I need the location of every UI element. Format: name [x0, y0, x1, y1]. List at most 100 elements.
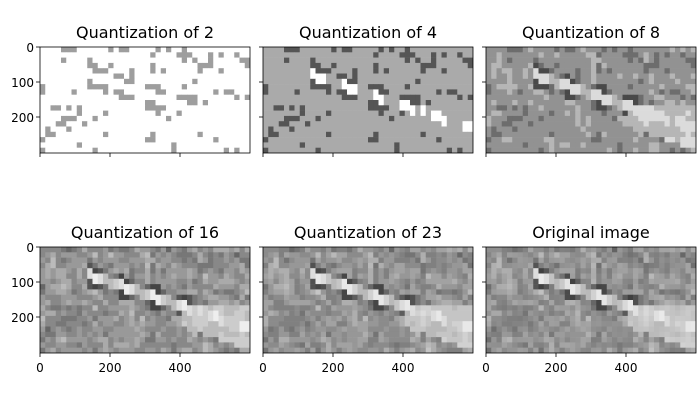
pixel	[585, 305, 592, 311]
pixel	[310, 89, 316, 95]
pixel	[601, 273, 608, 280]
pixel	[66, 310, 72, 317]
pixel	[675, 337, 681, 343]
pixel	[638, 142, 644, 148]
pixel	[263, 110, 269, 117]
pixel	[87, 284, 93, 290]
pixel	[341, 289, 348, 295]
pixel	[533, 94, 539, 101]
pixel	[118, 310, 125, 317]
pixel	[124, 110, 130, 117]
pixel	[45, 300, 51, 306]
pixel	[549, 262, 555, 269]
pixel	[486, 268, 492, 274]
pixel	[166, 347, 172, 353]
pixel	[352, 321, 358, 327]
pixel	[452, 284, 458, 290]
pixel	[347, 89, 353, 95]
pixel	[244, 142, 250, 148]
pixel	[580, 247, 587, 253]
pixel	[559, 315, 566, 322]
pixel	[533, 68, 539, 74]
pixel	[118, 115, 125, 122]
pixel	[680, 289, 686, 295]
pixel	[187, 84, 193, 90]
pixel	[331, 315, 337, 322]
pixel	[373, 115, 379, 122]
pixel	[176, 121, 183, 127]
pixel	[208, 342, 214, 348]
pixel	[192, 310, 198, 317]
pixel	[103, 62, 109, 69]
pixel	[263, 262, 269, 269]
pixel	[654, 268, 660, 274]
pixel	[134, 305, 141, 311]
pixel	[87, 342, 93, 348]
pixel	[528, 268, 534, 274]
pixel	[223, 262, 230, 269]
pixel	[326, 331, 332, 338]
pixel	[491, 142, 497, 148]
pixel	[441, 121, 448, 127]
pixel	[622, 273, 629, 280]
pixel	[559, 131, 566, 138]
pixel	[528, 321, 534, 327]
pixel	[486, 142, 492, 148]
pixel	[263, 321, 269, 327]
pixel	[310, 252, 316, 258]
pixel	[208, 252, 214, 258]
pixel	[575, 315, 581, 322]
pixel	[113, 268, 120, 274]
pixel	[420, 147, 427, 153]
pixel	[87, 289, 93, 295]
pixel	[155, 273, 162, 280]
pixel	[575, 137, 581, 143]
pixel	[139, 347, 146, 353]
pixel	[320, 268, 327, 274]
pixel	[533, 310, 539, 317]
pixel	[394, 110, 400, 117]
pixel	[512, 100, 518, 106]
pixel	[55, 142, 62, 148]
pixel	[129, 131, 135, 138]
pixel	[633, 321, 639, 327]
pixel	[331, 284, 337, 290]
pixel	[263, 347, 269, 353]
pixel	[273, 142, 280, 148]
pixel	[50, 105, 57, 111]
pixel	[669, 110, 676, 117]
pixel	[575, 268, 581, 274]
pixel	[357, 262, 364, 269]
pixel	[368, 342, 374, 348]
pixel	[496, 289, 503, 295]
pixel	[278, 126, 285, 133]
pixel	[559, 331, 566, 338]
pixel	[606, 110, 613, 117]
pixel	[223, 305, 230, 311]
pixel	[373, 294, 379, 301]
pixel	[341, 84, 348, 90]
pixel	[659, 78, 665, 85]
pixel	[331, 294, 337, 301]
pixel	[278, 268, 285, 274]
pixel	[150, 347, 156, 353]
pixel	[71, 147, 78, 153]
pixel	[294, 273, 301, 280]
pixel	[486, 68, 492, 74]
pixel	[559, 115, 566, 122]
pixel	[278, 247, 285, 253]
pixel	[208, 73, 214, 80]
pixel	[512, 315, 518, 322]
pixel	[202, 294, 209, 301]
pixel	[486, 147, 492, 153]
pixel	[155, 342, 162, 348]
pixel	[383, 137, 390, 143]
pixel	[273, 252, 280, 258]
pixel	[213, 52, 219, 58]
pixel	[82, 262, 88, 269]
pixel	[176, 126, 183, 133]
pixel	[103, 94, 109, 101]
pixel	[87, 326, 93, 333]
pixel	[675, 284, 681, 290]
pixel	[289, 137, 295, 143]
